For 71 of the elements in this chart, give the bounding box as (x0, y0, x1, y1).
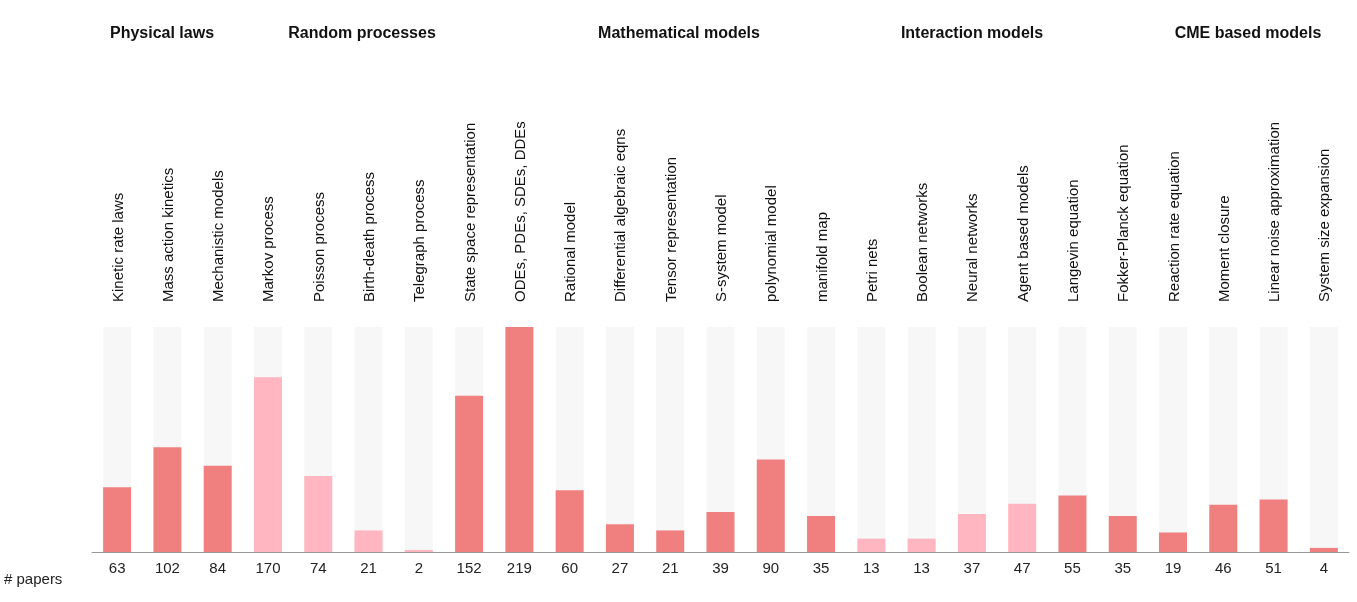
x-tick-label: Markov process (259, 196, 277, 302)
data-label: 13 (863, 559, 880, 576)
x-tick-label: Poisson process (309, 191, 327, 302)
data-label: 152 (456, 559, 482, 576)
data-label: 2 (414, 559, 423, 576)
x-tick-label: Mass action kinetics (158, 167, 176, 302)
data-label: 47 (1013, 559, 1031, 576)
data-label: 60 (561, 559, 578, 576)
data-label: 46 (1214, 559, 1232, 576)
x-tick-label: Moment closure (1214, 195, 1232, 302)
data-label: 102 (154, 559, 180, 576)
x-tick-label: manifold map (812, 211, 830, 302)
data-label: 55 (1064, 559, 1081, 576)
bar (1159, 532, 1188, 552)
bar (807, 516, 836, 552)
bar (354, 530, 383, 552)
x-tick-label: Neural networks (963, 193, 981, 302)
bar (1309, 547, 1338, 552)
text: CME based models (1174, 23, 1322, 41)
text: Random processes (288, 23, 436, 41)
x-tick-label: Reaction rate equation (1164, 151, 1182, 302)
x-tick-label: Langevin equation (1063, 179, 1081, 302)
data-label: 63 (108, 559, 126, 576)
x-tick-label: Fokker-Planck equation (1114, 144, 1132, 302)
data-label: 51 (1265, 559, 1282, 576)
bar (907, 538, 936, 552)
x-tick-label: Linear noise approximation (1265, 121, 1283, 302)
x-tick-label: Birth-death process (360, 171, 378, 302)
data-label: 84 (209, 559, 227, 576)
data-label: 39 (712, 559, 729, 576)
x-tick-label: Telegraph process (410, 179, 428, 302)
bar (605, 524, 634, 552)
y-axis-title: # papers (4, 570, 63, 587)
x-tick-label: Petri nets (862, 238, 880, 302)
bar (404, 549, 433, 552)
x-tick-label: Differential algebraic eqns (611, 128, 629, 302)
text: Physical laws (109, 23, 215, 41)
x-tick-label: Kinetic rate laws (108, 192, 126, 302)
data-label: 4 (1319, 559, 1329, 576)
data-label: 74 (309, 559, 327, 576)
x-tick-label: System size expansion (1315, 148, 1333, 302)
x-tick-label: Tensor representation (661, 156, 679, 302)
x-tick-label: Mechanistic models (209, 170, 227, 302)
data-label: 35 (1114, 559, 1132, 576)
x-tick-label: Boolean networks (913, 182, 931, 302)
bar (1209, 504, 1238, 552)
data-label: 37 (963, 559, 981, 576)
bar (857, 538, 886, 552)
text: Interaction models (900, 23, 1044, 41)
text: Mathematical models (598, 23, 761, 41)
x-tick-label: S-system model (712, 194, 729, 302)
bar (957, 513, 986, 552)
bar (1008, 503, 1037, 552)
data-label: 21 (661, 559, 679, 576)
data-label: 170 (255, 559, 281, 576)
data-label: 219 (506, 559, 532, 576)
x-tick-label: polynomial model (762, 185, 780, 302)
data-label: 35 (812, 559, 830, 576)
bar (1259, 499, 1288, 552)
data-label: 27 (611, 559, 629, 576)
x-tick-label: ODEs, PDEs, SDEs, DDEs (510, 121, 528, 302)
data-label: 19 (1164, 559, 1182, 576)
bar (1108, 516, 1137, 552)
x-tick-label: Rational model (561, 201, 579, 302)
data-label: 13 (913, 559, 930, 576)
data-label: 21 (360, 559, 377, 576)
bar (656, 530, 685, 552)
x-tick-label: State space representation (460, 122, 478, 302)
data-label: 90 (762, 559, 780, 576)
x-tick-label: Agent based models (1013, 165, 1031, 302)
bar (706, 511, 735, 552)
